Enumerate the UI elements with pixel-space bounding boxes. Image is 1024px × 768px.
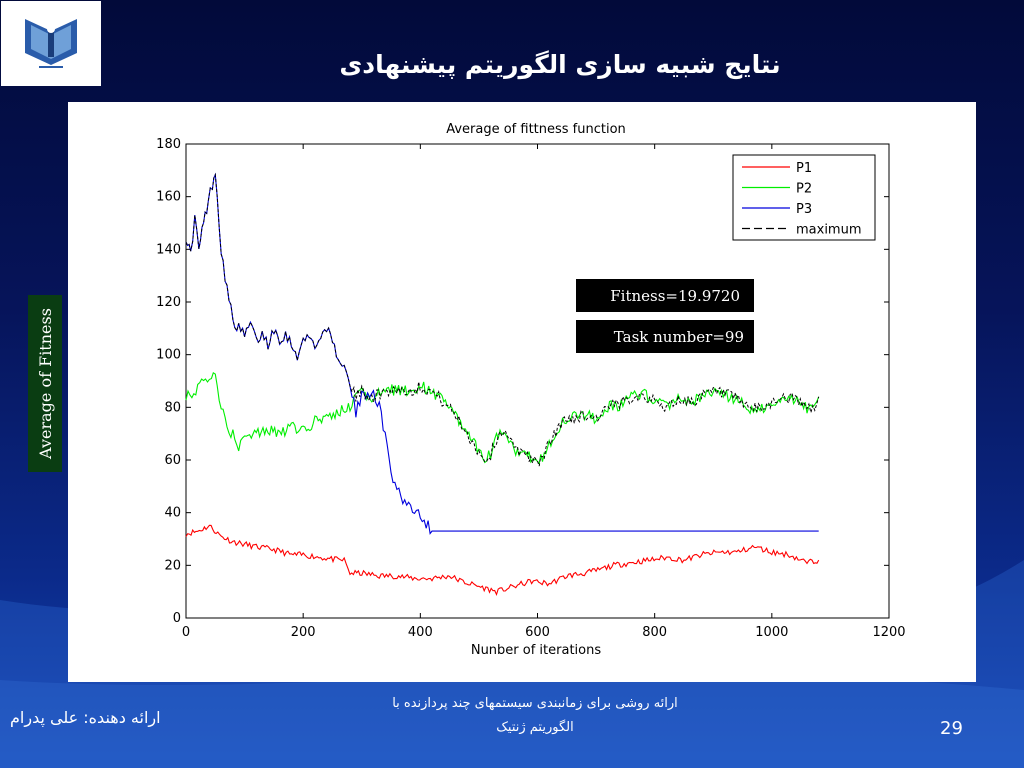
legend-label-p2: P2 bbox=[796, 182, 812, 197]
footer-presentation-subtitle: ارائه روشی برای زمانبندی سیستمهای چند پر… bbox=[360, 692, 710, 740]
university-logo bbox=[1, 1, 101, 86]
x-tick-label: 1000 bbox=[755, 625, 788, 640]
presenter-name: ارائه دهنده: علی پدرام bbox=[10, 708, 161, 727]
annotation-fitness: Fitness=19.9720 bbox=[576, 279, 754, 312]
legend-label-p3: P3 bbox=[796, 202, 812, 217]
fitness-line-chart: Average of fittness function 0 20 40 60 80 10… bbox=[156, 122, 906, 658]
page-number: 29 bbox=[940, 718, 963, 739]
series-line-p1 bbox=[185, 524, 820, 597]
y-tick-label: 140 bbox=[156, 242, 181, 257]
annotation-task-number: Task number=99 bbox=[576, 320, 754, 353]
y-axis: 0 20 40 60 80 100 120 140 160 180 bbox=[156, 137, 889, 626]
y-tick-label: 60 bbox=[164, 453, 181, 468]
x-axis-label: Nunber of iterations bbox=[471, 643, 602, 658]
y-tick-label: 120 bbox=[156, 295, 181, 310]
y-tick-label: 180 bbox=[156, 137, 181, 152]
chart-panel: Average of fittness function 0 20 40 60 80 10… bbox=[68, 102, 976, 682]
annotation-fitness-text: Fitness=19.9720 bbox=[610, 287, 740, 305]
legend-box bbox=[732, 154, 876, 241]
annotation-task-number-text: Task number=99 bbox=[614, 328, 744, 346]
side-label-average-fitness: Average of Fitness bbox=[28, 295, 62, 472]
y-tick-label: 40 bbox=[164, 506, 181, 521]
legend-label-maximum: maximum bbox=[796, 223, 862, 238]
y-tick-label: 100 bbox=[156, 348, 181, 363]
y-tick-label: 80 bbox=[164, 400, 181, 415]
footer-line-2: الگوریتم ژنتیک bbox=[496, 720, 574, 735]
chart-title: Average of fittness function bbox=[446, 122, 626, 137]
x-tick-label: 800 bbox=[642, 625, 667, 640]
y-tick-label: 0 bbox=[173, 611, 181, 626]
series-line-maximum bbox=[185, 172, 820, 467]
legend-label-p1: P1 bbox=[796, 161, 812, 176]
x-tick-label: 0 bbox=[182, 625, 190, 640]
legend-items: P1 P2 P3 maximum bbox=[742, 161, 862, 238]
legend: P1 P2 P3 maximum bbox=[732, 154, 876, 241]
x-axis: 0 200 400 600 800 1000 1200 bbox=[182, 144, 906, 640]
footer-line-1: ارائه روشی برای زمانبندی سیستمهای چند پر… bbox=[392, 696, 678, 711]
x-tick-label: 1200 bbox=[872, 625, 905, 640]
slide-title: نتایج شبیه سازی الگوریتم پیشنهادی bbox=[339, 50, 781, 79]
series-line-p2 bbox=[185, 371, 820, 466]
x-tick-label: 400 bbox=[408, 625, 433, 640]
series-layer bbox=[185, 172, 820, 597]
y-tick-label: 160 bbox=[156, 190, 181, 205]
side-label-text: Average of Fitness bbox=[35, 308, 55, 459]
x-tick-label: 600 bbox=[525, 625, 550, 640]
x-tick-label: 200 bbox=[291, 625, 316, 640]
y-tick-label: 20 bbox=[164, 558, 181, 573]
